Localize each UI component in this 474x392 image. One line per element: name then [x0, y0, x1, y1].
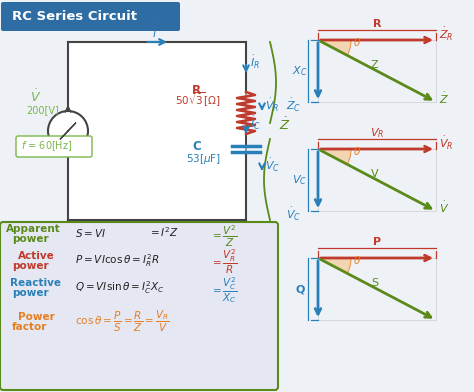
Text: Power: Power — [18, 312, 55, 322]
Text: $\dot{Z}_C$: $\dot{Z}_C$ — [286, 97, 301, 114]
Text: $Q = VI\sin\theta = I_C^2X_C$: $Q = VI\sin\theta = I_C^2X_C$ — [75, 279, 164, 296]
Text: $\dot{V}_R$: $\dot{V}_R$ — [439, 135, 453, 152]
Text: $\theta$: $\theta$ — [354, 145, 362, 157]
Text: $\dot{i}$: $\dot{i}$ — [152, 24, 157, 41]
Text: $\cos\theta = \dfrac{P}{S} = \dfrac{R}{Z} = \dfrac{V_R}{V}$: $\cos\theta = \dfrac{P}{S} = \dfrac{R}{Z… — [75, 309, 170, 334]
FancyBboxPatch shape — [1, 2, 180, 31]
Text: $\dot{Z}$: $\dot{Z}$ — [439, 91, 449, 106]
Text: Q: Q — [295, 284, 305, 294]
Text: 200[V]: 200[V] — [26, 105, 59, 115]
Text: $\dot{Z}$: $\dot{Z}$ — [279, 116, 291, 133]
Wedge shape — [318, 40, 351, 55]
Text: factor: factor — [12, 322, 47, 332]
Text: $f$ = 60[Hz]: $f$ = 60[Hz] — [21, 140, 72, 153]
Text: C: C — [192, 140, 201, 153]
Text: $\dot{Z}_R$: $\dot{Z}_R$ — [439, 26, 454, 43]
Text: $S = VI$: $S = VI$ — [75, 227, 106, 239]
Text: Reactive: Reactive — [10, 278, 61, 288]
Bar — [318, 40, 436, 102]
Text: $V_C$: $V_C$ — [292, 173, 308, 187]
Text: $\dot{V}$: $\dot{V}$ — [439, 200, 449, 215]
Text: 53[$\mu$F]: 53[$\mu$F] — [186, 152, 221, 166]
Text: Active: Active — [18, 251, 55, 261]
Text: $V_R$: $V_R$ — [370, 126, 384, 140]
Text: RC Series Circuit: RC Series Circuit — [12, 10, 137, 23]
Wedge shape — [318, 258, 351, 273]
FancyBboxPatch shape — [16, 136, 92, 157]
Text: power: power — [12, 261, 49, 271]
Text: Z: Z — [371, 60, 379, 70]
Bar — [318, 258, 436, 320]
Wedge shape — [318, 149, 351, 164]
Text: $\dot{V}_R$: $\dot{V}_R$ — [265, 97, 279, 114]
Bar — [318, 149, 436, 211]
Text: $\dot{V}_C$: $\dot{V}_C$ — [286, 206, 301, 223]
Text: S: S — [371, 278, 378, 288]
Text: R: R — [192, 84, 201, 97]
Text: $\dot{I}_C$: $\dot{I}_C$ — [250, 115, 261, 132]
Text: power: power — [12, 234, 49, 244]
Text: power: power — [12, 288, 49, 298]
Text: $=\dfrac{V_C^2}{X_C}$: $=\dfrac{V_C^2}{X_C}$ — [210, 276, 237, 305]
Text: R: R — [373, 19, 381, 29]
Text: $= I^2Z$: $= I^2Z$ — [148, 225, 179, 239]
Text: V: V — [371, 169, 379, 179]
Text: $\dot{I}_R$: $\dot{I}_R$ — [250, 54, 260, 71]
Text: $X_C$: $X_C$ — [292, 64, 308, 78]
Circle shape — [48, 111, 88, 151]
Text: $=\dfrac{V^2}{Z}$: $=\dfrac{V^2}{Z}$ — [210, 224, 237, 249]
Text: $=\dfrac{V_R^2}{R}$: $=\dfrac{V_R^2}{R}$ — [210, 249, 237, 276]
Bar — [68, 42, 246, 220]
Text: $\theta$: $\theta$ — [354, 36, 362, 48]
Text: $\theta$: $\theta$ — [354, 254, 362, 266]
Text: $\dot{V}$: $\dot{V}$ — [30, 89, 41, 105]
Text: $P = VI\cos\theta = I_R^2R$: $P = VI\cos\theta = I_R^2R$ — [75, 252, 159, 269]
Text: P: P — [373, 237, 381, 247]
Text: $50\sqrt{3}[\Omega]$: $50\sqrt{3}[\Omega]$ — [175, 91, 221, 109]
Text: Apparent: Apparent — [6, 224, 61, 234]
FancyBboxPatch shape — [0, 222, 278, 390]
Text: $\dot{V}_C$: $\dot{V}_C$ — [265, 157, 280, 174]
